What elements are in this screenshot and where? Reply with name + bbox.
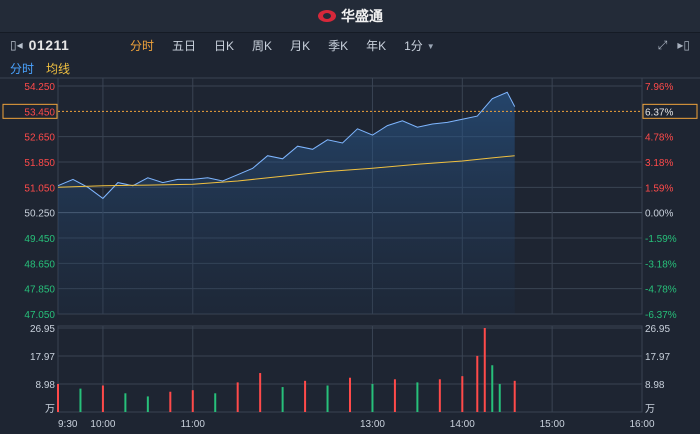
volume-bars [57,328,516,412]
period-select[interactable]: 1分 ▼ [404,37,435,54]
legend-time-share: 分时 [10,62,35,76]
pct-tick-label: -1.59% [645,234,677,245]
current-pct-label: 6.37% [645,107,673,118]
volume-tick-label: 8.98 [36,380,56,391]
price-tick-label: 54.250 [24,82,55,93]
volume-bar [146,396,149,412]
axis-labels: 54.250 7.96% 52.650 4.78% 51.850 3.18% 51.050 1… [2,82,698,430]
volume-bar [57,383,59,412]
fullscreen-icon[interactable]: ⤢ [657,38,668,52]
collapse-panel-icon[interactable]: ▯◂ [10,38,23,52]
volume-bar [513,380,516,412]
volume-bar [483,328,486,412]
volume-tick-label-right: 8.98 [645,380,665,391]
tab-quarter-k[interactable]: 季K [328,39,349,53]
price-tick-label: 49.450 [24,234,55,245]
volume-bar [476,355,479,412]
tab-day-k[interactable]: 日K [214,39,235,53]
chart-legend: 分时 均线 [10,60,70,77]
pct-tick-label: -3.18% [645,259,677,270]
title-bar: 华盛通 [0,0,700,33]
volume-bar [214,393,217,412]
toolbar: ▯◂ 01211 分时 五日 日K 周K 月K 季K 年K 1分 ▼ ⤢ ▸▯ [0,33,700,57]
volume-tick-label-right: 17.97 [645,352,670,363]
volume-bar [498,383,501,412]
volume-bar [326,385,329,412]
time-tick-label: 10:00 [90,419,115,430]
volume-tick-label-right: 万 [645,404,655,415]
volume-bar [259,373,262,412]
current-price-box [2,103,58,119]
volume-bar [79,388,82,412]
price-tick-label: 48.650 [24,259,55,270]
volume-tick-label: 26.95 [30,324,55,335]
price-area [58,92,515,314]
time-tick-label: 9:30 [58,419,78,430]
volume-bar [191,390,194,412]
tab-month-k[interactable]: 月K [290,39,311,53]
app-name: 华盛通 [341,8,383,24]
tab-year-k[interactable]: 年K [366,39,387,53]
tab-five-day[interactable]: 五日 [172,39,197,53]
volume-tick-label: 17.97 [30,352,55,363]
current-price-label: 53.450 [24,107,55,118]
price-line [57,91,516,200]
current-pct-box [642,103,698,119]
volume-bar [236,382,239,412]
time-tick-label: 15:00 [540,419,565,430]
brand-logo-icon [318,10,336,22]
volume-bar [371,383,374,412]
pct-tick-label: 1.59% [645,183,673,194]
price-tick-label: 52.650 [24,133,55,144]
volume-bar [393,379,396,412]
tab-time-share[interactable]: 分时 [130,39,155,53]
price-tick-label: 47.850 [24,285,55,296]
volume-bar [281,387,284,412]
price-tick-label: 50.250 [24,209,55,220]
legend-avg-line: 均线 [46,62,71,76]
volume-bar [491,365,494,412]
price-tick-label: 51.850 [24,158,55,169]
pct-tick-label: 4.78% [645,133,673,144]
pct-tick-label: 7.96% [645,82,673,93]
chart-tabs: 分时 五日 日K 周K 月K 季K 年K 1分 ▼ [130,37,453,54]
volume-bar [304,380,307,412]
pct-tick-label: 3.18% [645,158,673,169]
price-tick-label: 51.050 [24,183,55,194]
time-tick-label: 14:00 [450,419,475,430]
time-tick-label: 13:00 [360,419,385,430]
volume-bar [438,379,441,412]
time-tick-label: 11:00 [181,419,206,430]
volume-bar [416,382,419,412]
volume-tick-label: 万 [45,404,55,415]
period-select-value: 1分 [404,39,423,53]
stock-symbol: 01211 [28,37,70,53]
avg-line [57,155,515,188]
price-area-fill [58,92,515,314]
expand-panel-icon[interactable]: ▸▯ [677,38,690,52]
time-tick-label: 16:00 [629,419,654,430]
chevron-down-icon: ▼ [426,42,435,51]
volume-bar [101,385,104,412]
volume-bar [124,393,127,412]
pct-tick-label: 0.00% [645,209,673,220]
volume-bar [349,377,351,412]
tab-week-k[interactable]: 周K [252,39,273,53]
volume-bar [169,391,172,412]
volume-bar [461,376,464,412]
series-lines [57,91,516,200]
app-logo: 华盛通 [317,6,383,26]
pct-tick-label: -6.37% [645,310,677,321]
volume-tick-label-right: 26.95 [645,324,670,335]
pct-tick-label: -4.78% [645,285,677,296]
price-tick-label: 47.050 [24,310,55,321]
